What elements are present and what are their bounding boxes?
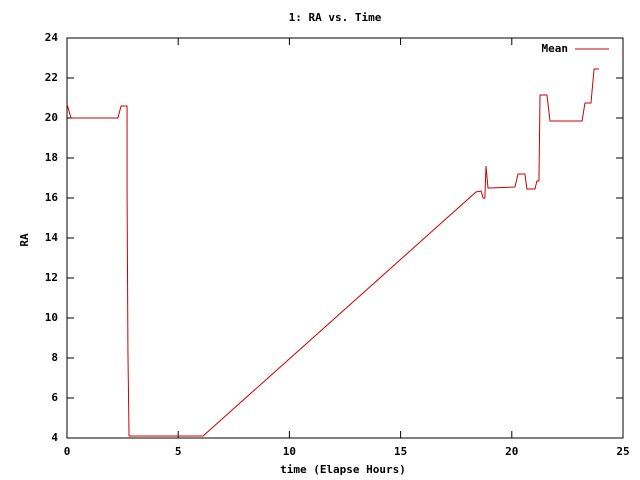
y-tick-label: 6	[51, 391, 58, 404]
y-tick-label: 22	[45, 71, 58, 84]
y-tick-label: 20	[45, 111, 58, 124]
y-tick-label: 4	[51, 431, 58, 444]
x-axis-label: time (Elapse Hours)	[280, 463, 406, 476]
y-axis-label: RA	[18, 233, 31, 247]
x-tick-label: 25	[616, 445, 629, 458]
chart-title: 1: RA vs. Time	[289, 11, 382, 24]
y-tick-label: 14	[45, 231, 59, 244]
x-tick-label: 0	[64, 445, 71, 458]
y-tick-label: 8	[51, 351, 58, 364]
y-tick-label: 10	[45, 311, 58, 324]
y-tick-label: 16	[45, 191, 59, 204]
x-tick-label: 20	[505, 445, 518, 458]
y-tick-label: 24	[45, 31, 59, 44]
x-tick-label: 5	[175, 445, 182, 458]
y-tick-label: 12	[45, 271, 58, 284]
x-tick-label: 15	[394, 445, 407, 458]
y-tick-label: 18	[45, 151, 58, 164]
data-line	[66, 68, 599, 437]
x-tick-label: 10	[283, 445, 296, 458]
legend-label: Mean	[542, 42, 569, 55]
